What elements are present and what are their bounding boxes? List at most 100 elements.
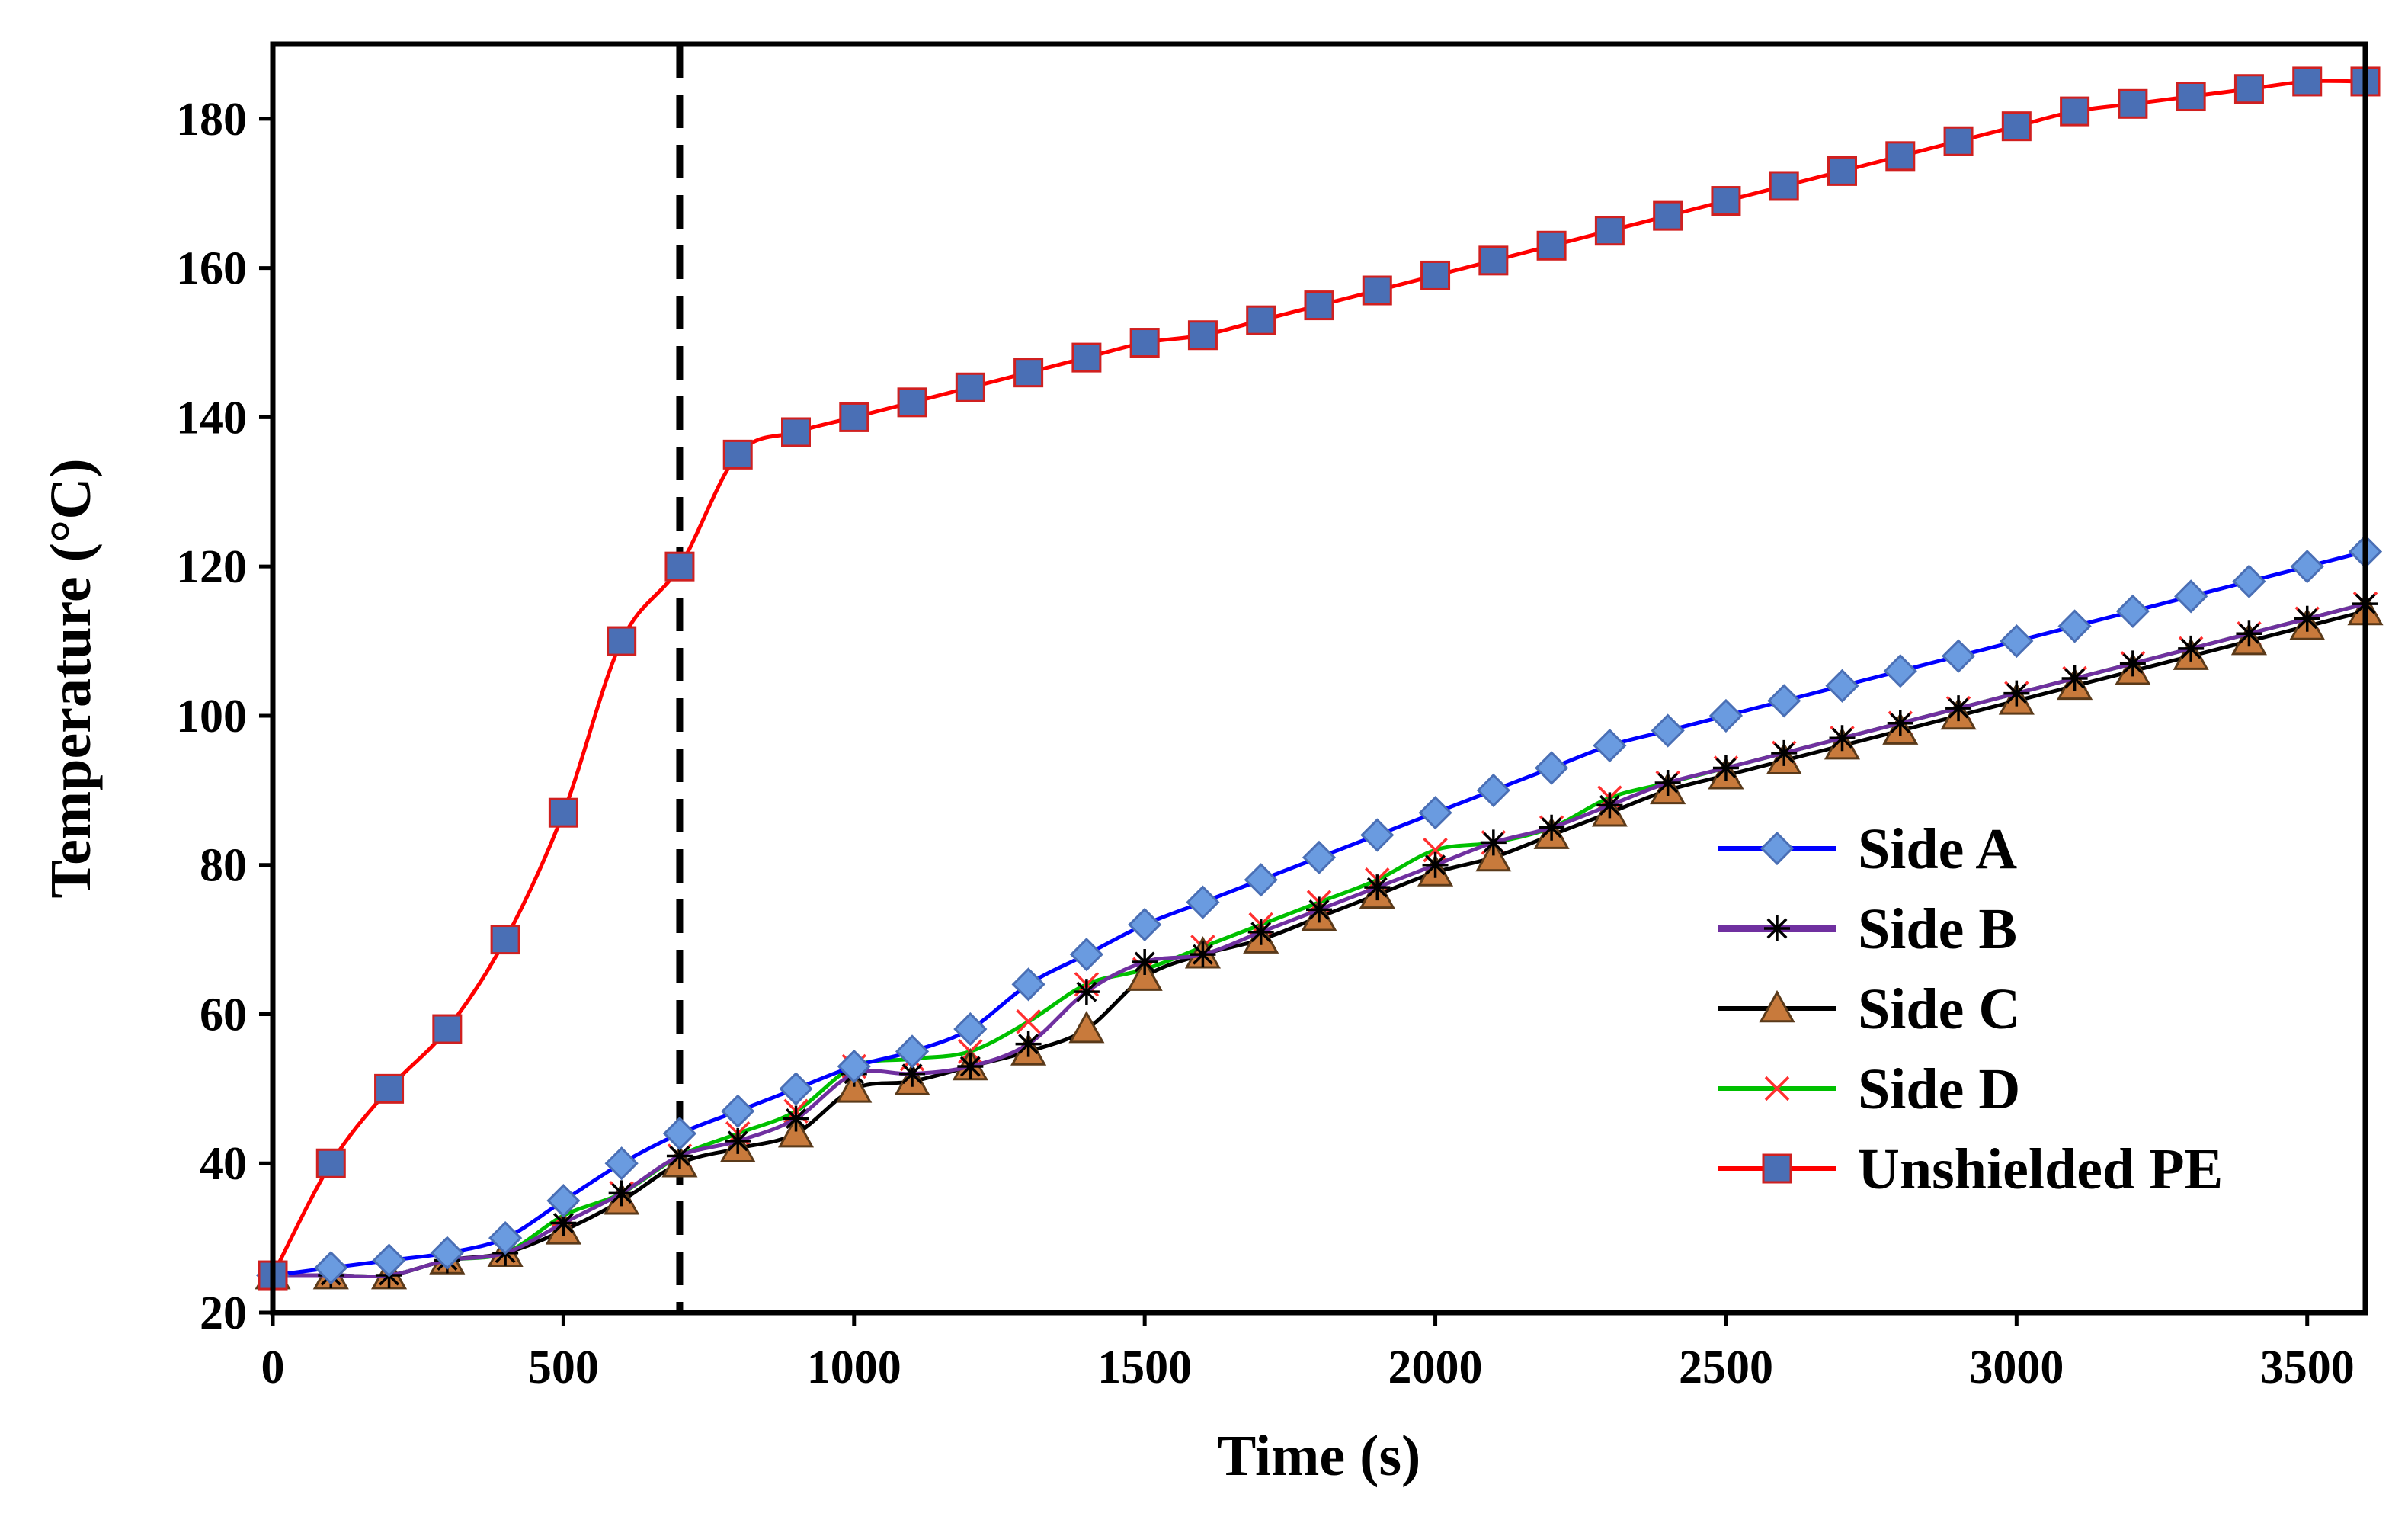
data-point-side-b — [550, 1210, 577, 1236]
data-point-unshielded-pe — [1769, 171, 1799, 201]
y-tick-label: 120 — [176, 541, 247, 593]
data-point-side-b — [1132, 948, 1158, 975]
legend-entry-side-c: Side C — [1718, 977, 2020, 1041]
x-tick-label: 3000 — [1969, 1342, 2064, 1393]
legend-label-side-a: Side A — [1858, 817, 2017, 881]
data-point-side-a — [1128, 907, 1162, 942]
data-point-side-b — [1654, 770, 1681, 797]
data-point-side-b — [957, 1053, 984, 1079]
data-point-unshielded-pe — [1711, 186, 1741, 216]
data-point-unshielded-pe — [722, 439, 753, 470]
series-side-b — [260, 591, 2378, 1289]
data-point-side-b — [666, 1143, 693, 1169]
data-point-side-a — [2174, 579, 2208, 614]
data-point-unshielded-pe — [1187, 320, 1218, 351]
data-point-side-b — [2294, 605, 2320, 632]
data-point-side-a — [2290, 550, 2324, 584]
data-point-unshielded-pe — [1304, 290, 1334, 321]
data-point-side-a — [604, 1146, 639, 1181]
y-tick-label: 40 — [200, 1138, 247, 1190]
data-point-side-a — [2232, 564, 2266, 598]
data-point-side-a — [2057, 609, 2092, 643]
data-point-side-b — [1539, 814, 1565, 841]
legend-entry-side-a: Side A — [1718, 817, 2017, 881]
y-tick-label: 20 — [200, 1287, 247, 1339]
data-point-side-d — [1016, 1009, 1041, 1034]
data-point-side-a — [1244, 863, 1278, 897]
data-point-side-b — [899, 1060, 926, 1087]
data-point-side-a — [1941, 639, 1976, 673]
data-point-unshielded-pe — [781, 417, 811, 447]
x-tick-label: 3500 — [2260, 1342, 2355, 1393]
data-point-side-a — [1708, 698, 1744, 733]
data-point-unshielded-pe — [1885, 141, 1916, 172]
x-tick-label: 1500 — [1097, 1342, 1192, 1393]
data-point-side-a — [372, 1243, 406, 1278]
x-tick-label: 500 — [528, 1342, 599, 1393]
data-point-side-c — [1126, 958, 1163, 991]
data-point-side-a — [1651, 713, 1685, 748]
data-point-unshielded-pe — [2001, 111, 2032, 142]
series-side-a — [255, 534, 2383, 1293]
data-point-unshielded-pe — [1943, 126, 1974, 156]
data-point-unshielded-pe — [1129, 328, 1160, 358]
data-point-side-a — [546, 1184, 581, 1218]
data-point-side-a — [953, 1012, 988, 1047]
legend-marker-side-c — [1759, 989, 1795, 1023]
data-point-unshielded-pe — [897, 387, 927, 418]
plot-frame — [270, 41, 2368, 1316]
data-point-unshielded-pe — [2176, 82, 2206, 112]
legend-marker-side-d — [1764, 1076, 1790, 1101]
data-point-side-a — [779, 1072, 813, 1106]
data-point-side-a — [895, 1034, 930, 1069]
data-point-side-b — [1247, 919, 1274, 945]
y-tick-label: 60 — [200, 989, 247, 1040]
data-point-side-a — [1186, 885, 1220, 919]
data-point-side-a — [1069, 938, 1104, 972]
x-axis-title: Time (s) — [1218, 1424, 1421, 1488]
data-point-side-b — [1422, 851, 1449, 878]
data-point-side-a — [430, 1236, 464, 1270]
data-point-unshielded-pe — [1071, 342, 1102, 373]
x-tick-label: 2500 — [1679, 1342, 1773, 1393]
data-point-side-b — [1945, 695, 1972, 722]
data-point-side-a — [2115, 594, 2150, 629]
data-point-side-c — [1068, 1010, 1105, 1044]
data-point-unshielded-pe — [1653, 200, 1683, 231]
series-unshielded-pe — [258, 66, 2381, 1291]
data-point-unshielded-pe — [1478, 245, 1509, 276]
data-point-side-b — [1829, 725, 1856, 752]
data-point-side-b — [608, 1180, 635, 1207]
data-point-unshielded-pe — [374, 1073, 405, 1104]
legend-entry-unshielded-pe: Unshielded PE — [1718, 1137, 2223, 1201]
legend-marker-unshielded-pe — [1762, 1153, 1792, 1184]
data-point-side-a — [488, 1220, 523, 1255]
data-point-side-a — [1883, 654, 1917, 688]
data-point-side-a — [314, 1251, 348, 1285]
x-tick-label: 0 — [261, 1342, 285, 1393]
series-layer — [255, 66, 2384, 1293]
data-point-side-b — [725, 1127, 751, 1154]
data-point-unshielded-pe — [2118, 88, 2148, 119]
y-tick-label: 80 — [200, 840, 247, 892]
data-point-side-b — [783, 1105, 809, 1132]
legend-entry-side-d: Side D — [1718, 1057, 2020, 1121]
y-tick-label: 140 — [176, 392, 247, 444]
data-point-unshielded-pe — [1420, 260, 1451, 290]
data-point-side-a — [1593, 728, 1627, 763]
data-point-side-b — [1306, 896, 1332, 923]
data-point-side-b — [2119, 650, 2146, 677]
y-tick-label: 160 — [176, 243, 247, 295]
data-point-side-a — [1011, 967, 1045, 1002]
data-point-side-b — [2236, 620, 2262, 647]
legend-label-side-c: Side C — [1858, 977, 2020, 1041]
data-point-unshielded-pe — [2292, 66, 2323, 97]
data-point-unshielded-pe — [1827, 156, 1857, 186]
legend: Side A Side B Side C Side D Unshielded PE — [1718, 817, 2223, 1201]
data-point-unshielded-pe — [315, 1148, 346, 1178]
data-point-side-a — [837, 1049, 871, 1084]
data-point-side-a — [1534, 751, 1569, 785]
data-point-side-c — [836, 1070, 873, 1103]
legend-label-side-d: Side D — [1858, 1057, 2020, 1121]
